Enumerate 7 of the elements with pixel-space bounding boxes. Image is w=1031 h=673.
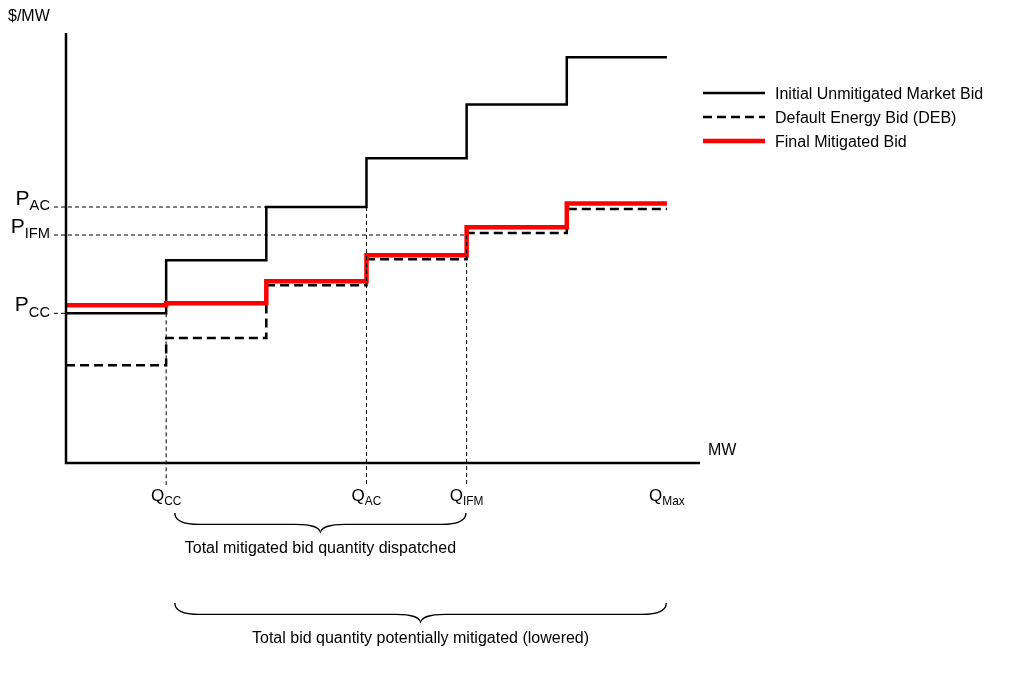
x-axis-title: MW — [708, 441, 738, 458]
text: Total mitigated bid quantity dispatched — [184, 539, 457, 556]
legend-label: Final Mitigated Bid — [775, 133, 907, 150]
legend-label: Initial Unmitigated Market Bid — [775, 85, 984, 102]
text: Total bid quantity potentially mitigated (lowered) — [252, 629, 590, 646]
y-axis-title: $/MW — [8, 7, 51, 24]
legend-label: Default Energy Bid (DEB) — [775, 109, 957, 126]
